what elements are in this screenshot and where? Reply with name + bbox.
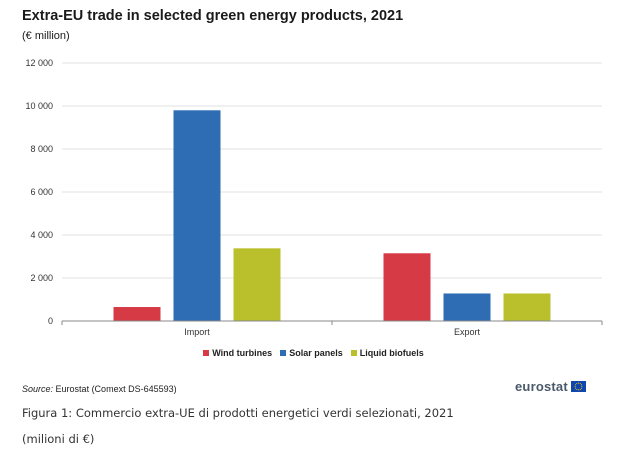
legend-label: Liquid biofuels <box>359 348 424 358</box>
chart-legend: Wind turbines Solar panels Liquid biofuels <box>0 348 627 358</box>
bar-wind-turbines-import <box>113 307 161 321</box>
source-note: Source: Eurostat (Comext DS-645593) <box>22 384 177 394</box>
eu-flag-icon <box>570 381 586 392</box>
eurostat-logo: eurostat <box>515 379 586 394</box>
chart-title: Extra-EU trade in selected green energy … <box>22 8 404 24</box>
bars <box>113 110 551 321</box>
y-tick-label: 10 000 <box>25 101 53 111</box>
y-tick-label: 6 000 <box>30 187 53 197</box>
flag-star <box>576 383 578 385</box>
logo-text: eurostat <box>515 379 568 394</box>
x-axis-categories: Import Export <box>184 327 480 337</box>
x-category-label: Import <box>184 327 210 337</box>
flag-star <box>576 388 578 390</box>
flag-star <box>574 384 576 386</box>
legend-item: Liquid biofuels <box>350 348 424 358</box>
legend-label: Wind turbines <box>212 348 273 358</box>
flag-star <box>579 388 581 390</box>
flag-background <box>570 381 586 392</box>
x-axis <box>61 320 603 325</box>
flag-star <box>580 384 582 386</box>
y-axis-ticks: 0 2 000 4 000 6 000 8 000 10 000 12 000 <box>25 58 53 326</box>
flag-star <box>577 382 579 384</box>
legend-label: Solar panels <box>289 348 343 358</box>
bar-liquid-biofuels-import <box>233 248 281 321</box>
y-tick-label: 2 000 <box>30 273 53 283</box>
flag-star <box>580 387 582 389</box>
flag-star <box>577 389 579 391</box>
flag-star <box>574 385 576 388</box>
bar-solar-panels-export <box>443 293 491 321</box>
figure-caption-unit: (milioni di €) <box>22 432 95 446</box>
y-tick-label: 0 <box>48 316 53 326</box>
figure-caption: Figura 1: Commercio extra-UE di prodotti… <box>22 406 454 420</box>
flag-star <box>581 385 583 388</box>
legend-item: Wind turbines <box>203 348 272 358</box>
y-tick-label: 8 000 <box>30 144 53 154</box>
y-tick-label: 4 000 <box>30 230 53 240</box>
y-tick-label: 12 000 <box>25 58 53 68</box>
legend-swatch <box>280 350 287 356</box>
legend-swatch <box>203 350 210 356</box>
gridlines <box>62 62 602 279</box>
source-text: Eurostat (Comext DS-645593) <box>55 384 177 394</box>
x-category-label: Export <box>454 327 481 337</box>
bar-wind-turbines-export <box>383 253 431 321</box>
bar-liquid-biofuels-export <box>503 293 551 321</box>
flag-star <box>574 387 576 389</box>
flag-star <box>579 383 581 385</box>
source-label: Source: <box>22 384 54 394</box>
chart-subtitle: (€ million) <box>22 30 70 42</box>
legend-item: Solar panels <box>280 348 343 358</box>
bar-solar-panels-import <box>173 110 221 321</box>
bar-chart: 0 2 000 4 000 6 000 8 000 10 000 12 000 Import… <box>25 58 603 337</box>
legend-swatch <box>350 350 357 356</box>
